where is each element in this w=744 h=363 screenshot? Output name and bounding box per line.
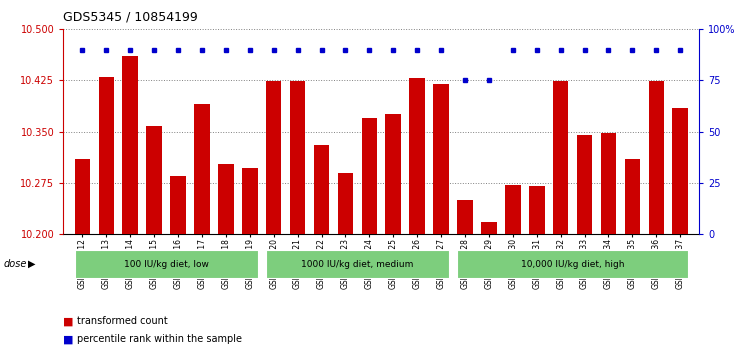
Bar — [123, 56, 138, 234]
Bar — [266, 81, 281, 234]
Text: ■: ■ — [63, 334, 74, 344]
Text: GDS5345 / 10854199: GDS5345 / 10854199 — [63, 11, 198, 24]
Text: ▶: ▶ — [28, 259, 36, 269]
Bar — [433, 84, 449, 234]
Bar — [529, 186, 545, 234]
Bar — [600, 133, 616, 234]
Bar — [362, 118, 377, 234]
Bar — [338, 172, 353, 234]
Bar — [625, 159, 640, 234]
Bar — [290, 81, 305, 234]
Bar — [409, 78, 425, 234]
Bar — [385, 114, 401, 234]
Bar — [673, 108, 688, 234]
Text: 100 IU/kg diet, low: 100 IU/kg diet, low — [124, 260, 208, 269]
Bar — [649, 81, 664, 234]
Bar — [194, 104, 210, 234]
Bar — [314, 145, 330, 234]
Text: 1000 IU/kg diet, medium: 1000 IU/kg diet, medium — [301, 260, 414, 269]
Text: percentile rank within the sample: percentile rank within the sample — [77, 334, 242, 344]
Bar — [505, 185, 521, 234]
Bar — [553, 81, 568, 234]
Text: ■: ■ — [63, 316, 74, 326]
Bar — [458, 200, 472, 234]
Bar — [170, 176, 186, 234]
Bar — [242, 168, 257, 234]
Bar — [147, 126, 162, 234]
Bar — [481, 222, 497, 234]
Text: 10,000 IU/kg diet, high: 10,000 IU/kg diet, high — [521, 260, 624, 269]
Bar — [98, 77, 114, 234]
Text: dose: dose — [4, 259, 27, 269]
Bar — [218, 164, 234, 234]
Text: transformed count: transformed count — [77, 316, 167, 326]
Bar — [577, 135, 592, 234]
Bar — [74, 159, 90, 234]
